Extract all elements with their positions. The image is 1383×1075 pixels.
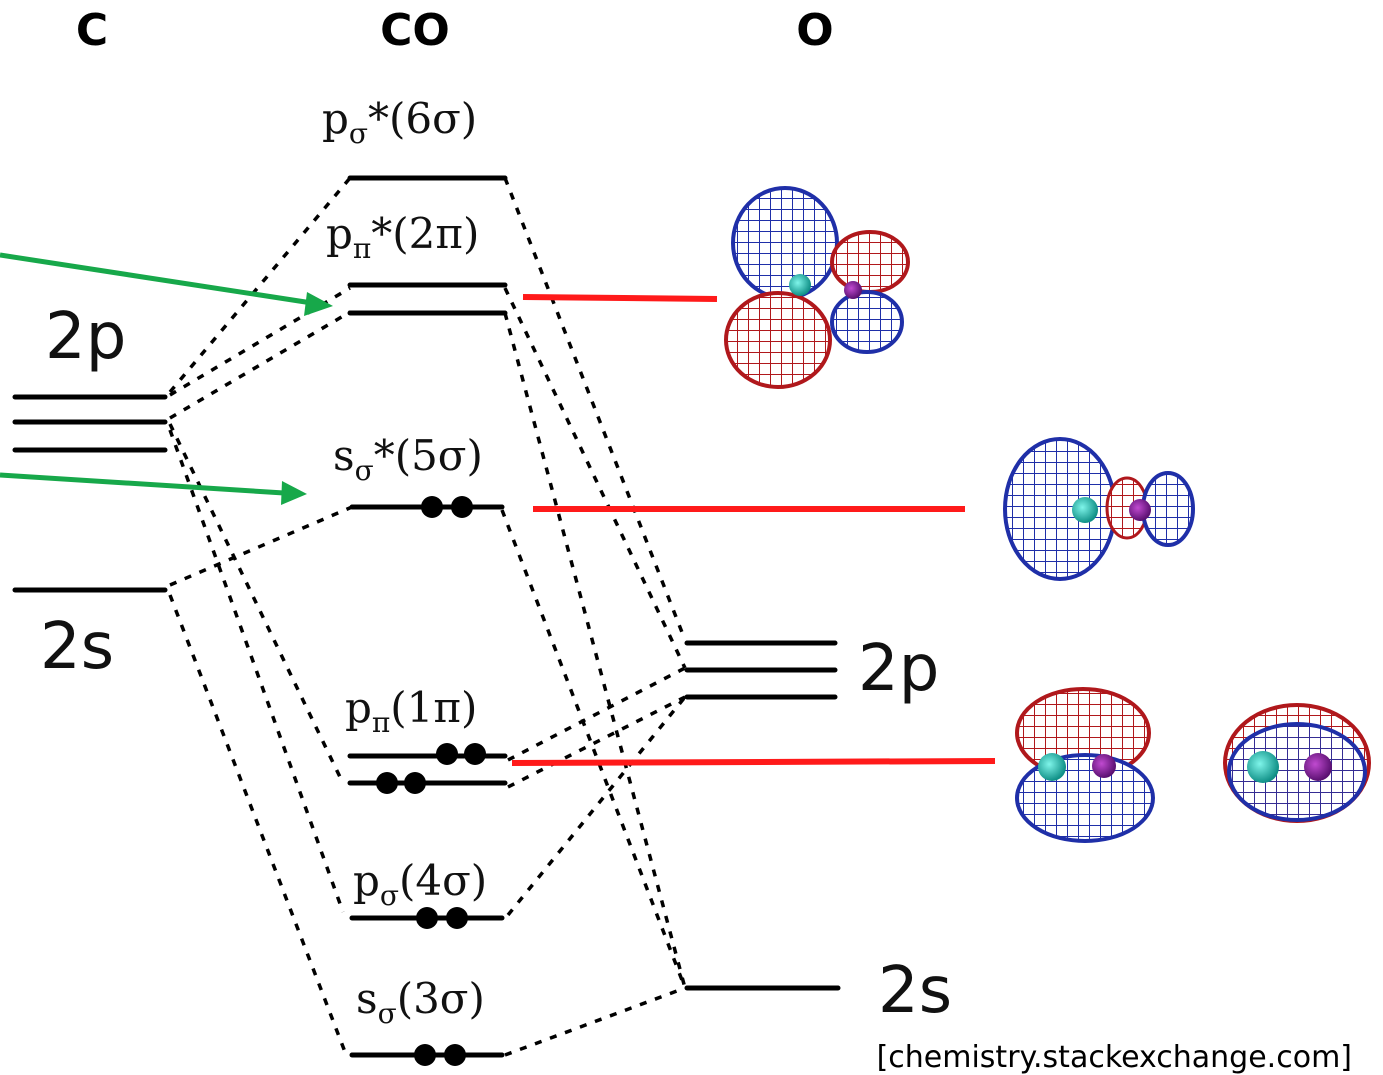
label-2pi: pπ*(2π): [326, 209, 479, 265]
header-co: CO: [380, 5, 450, 56]
oxygen-2s-label: 2s: [878, 954, 952, 1028]
carbon-2s-label: 2s: [40, 610, 114, 684]
header-oxygen: O: [796, 5, 833, 56]
source-credit: [chemistry.stackexchange.com]: [877, 1040, 1352, 1075]
label-3sigma: sσ(3σ): [356, 974, 485, 1030]
correlation-lines: [168, 176, 687, 1057]
orbital-1pi-side-image: [1015, 687, 1155, 843]
mo-2pi-levels: [347, 282, 508, 316]
orbital-5sigma-image: [1003, 437, 1195, 581]
oxygen-2p-levels: [684, 640, 838, 700]
label-4sigma: pσ(4σ): [353, 856, 487, 912]
label-1pi: pπ(1π): [345, 683, 477, 739]
label-5sigma: sσ*(5σ): [333, 431, 483, 487]
carbon-2p-levels: [12, 394, 168, 453]
oxygen-2p-label: 2p: [858, 632, 939, 706]
orbital-1pi-end-image: [1223, 703, 1371, 823]
connector-1pi: [511, 758, 996, 766]
label-6sigma: pσ*(6σ): [322, 94, 477, 150]
header-carbon: C: [76, 5, 108, 56]
connector-2pi: [522, 294, 718, 302]
arrow-to-5sigma: [0, 472, 307, 505]
arrow-to-2pi: [0, 252, 333, 316]
carbon-2p-label: 2p: [45, 300, 126, 374]
electron-pairs: [376, 496, 486, 1066]
orbital-2pi-image: [724, 186, 910, 389]
